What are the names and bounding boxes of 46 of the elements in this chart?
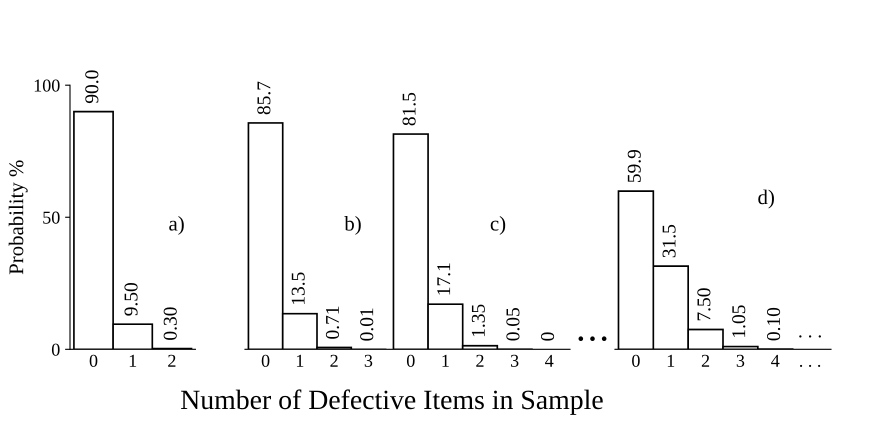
- x-tick-label: 4: [771, 354, 780, 367]
- x-tick-label: 0: [632, 354, 640, 367]
- data-label: 1.35: [472, 304, 485, 336]
- x-tick-label: 1: [296, 354, 304, 367]
- data-label: 13.5: [292, 272, 305, 304]
- data-label: 0.71: [326, 306, 340, 339]
- x-tick-label: 0: [406, 354, 415, 367]
- x-tick-label: . . .: [800, 364, 820, 367]
- data-label: 0.05: [506, 308, 520, 341]
- x-tick-label: 2: [330, 354, 338, 367]
- x-tick-label: 2: [476, 354, 484, 367]
- data-label: 85.7: [257, 82, 271, 114]
- x-tick-label: 2: [168, 354, 176, 367]
- x-tick-label: 3: [510, 354, 518, 367]
- data-label: 59.9: [628, 150, 641, 182]
- y-tick-label: 100: [34, 79, 60, 92]
- x-tick-label: 4: [545, 354, 554, 367]
- y-tick-label: 0: [52, 344, 60, 356]
- annotation: c): [490, 216, 506, 235]
- x-tick-label: 0: [90, 354, 98, 367]
- x-tick-label: 3: [364, 354, 372, 367]
- data-label: 17.1: [437, 263, 450, 295]
- y-axis-title: Probability %: [8, 160, 28, 274]
- data-label: 0.30: [164, 307, 177, 340]
- annotation: b): [344, 216, 361, 235]
- text: . . .: [799, 335, 821, 338]
- x-tick-label: 0: [262, 354, 270, 367]
- data-label: 90.0: [85, 70, 98, 104]
- x-tick-label: 1: [442, 354, 449, 367]
- x-tick-label: 1: [130, 354, 136, 367]
- annotation: a): [169, 216, 184, 235]
- data-label: 7.50: [697, 288, 711, 320]
- data-label: 9.50: [124, 283, 138, 316]
- data-label: 1.05: [732, 305, 746, 337]
- data-label: 81.5: [402, 92, 416, 126]
- data-label: 0: [540, 332, 554, 341]
- x-tick-label: 2: [702, 354, 710, 367]
- data-label: 0.01: [360, 308, 374, 341]
- data-label: 31.5: [662, 224, 676, 258]
- annotation: d): [758, 190, 774, 208]
- x-tick-label: 3: [736, 354, 744, 367]
- x-axis-title: Number of Defective Items in Sample: [181, 389, 603, 415]
- y-tick-label: 50: [43, 212, 60, 224]
- x-tick-label: 1: [668, 354, 674, 367]
- data-label: 0.10: [767, 308, 780, 340]
- text: • • •: [578, 336, 606, 342]
